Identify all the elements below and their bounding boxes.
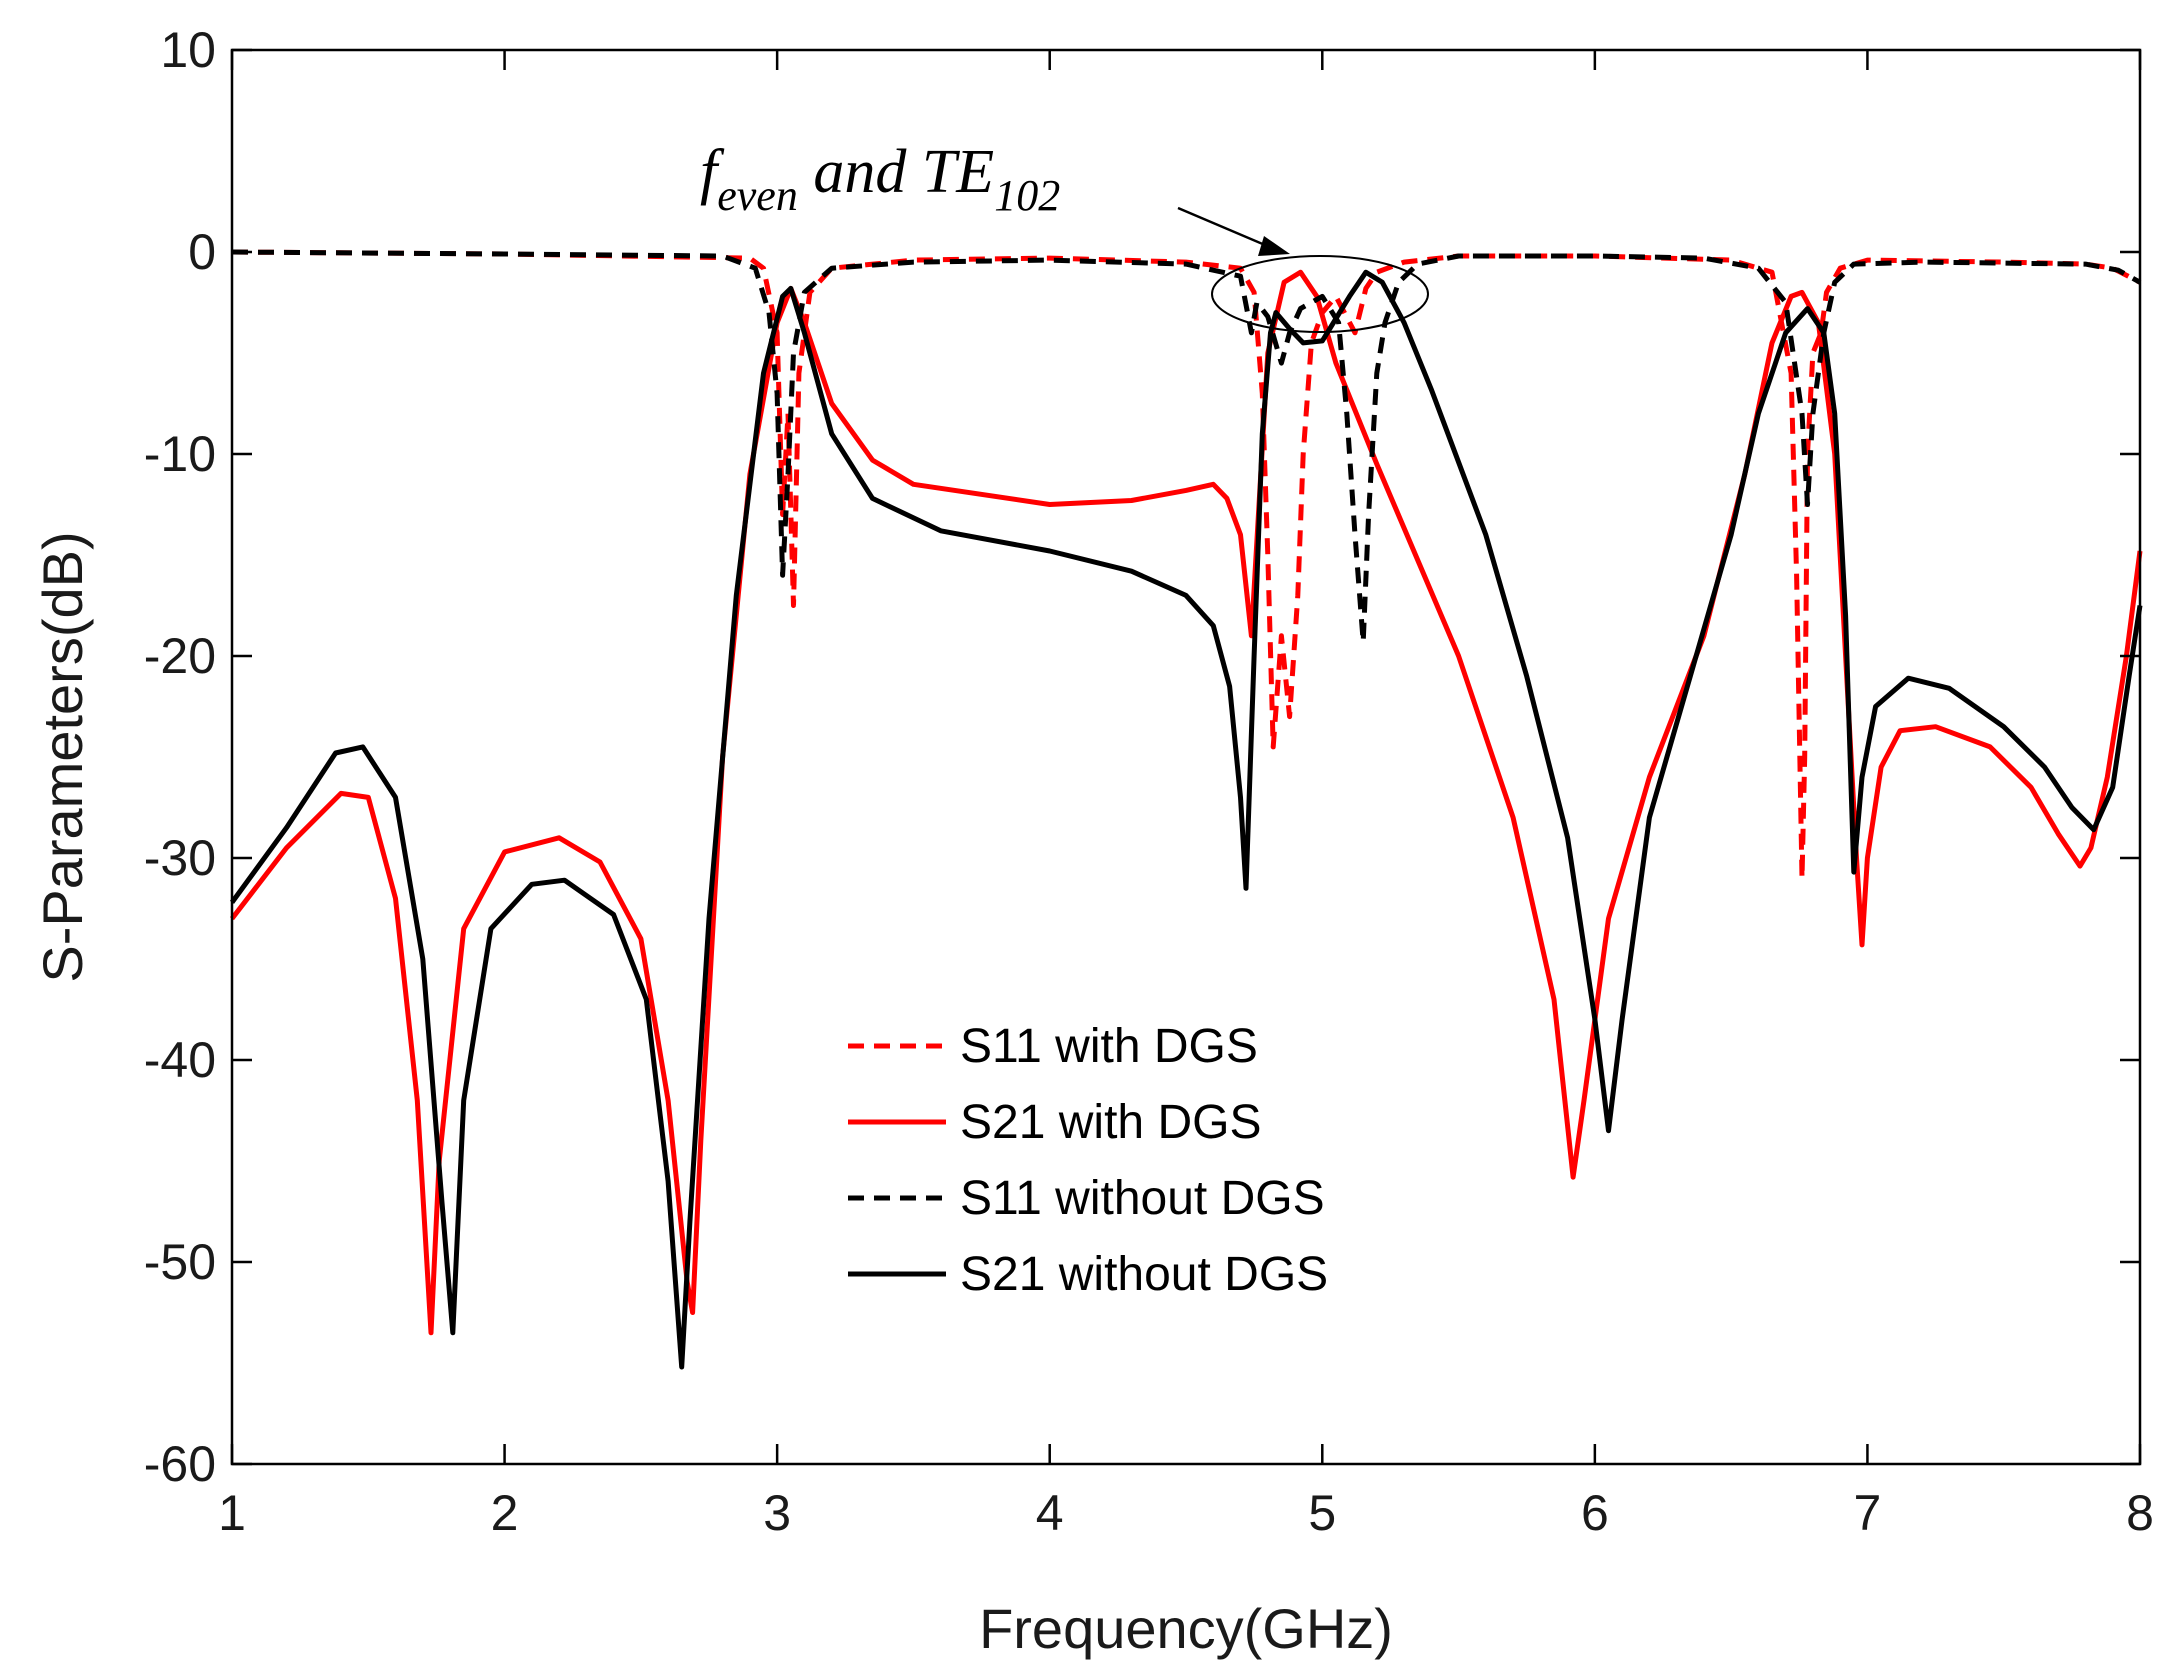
y-tick-label: -30 bbox=[144, 830, 216, 886]
x-tick-label: 2 bbox=[491, 1485, 519, 1541]
y-tick-label: 10 bbox=[160, 22, 216, 78]
y-axis-title: S-Parameters(dB) bbox=[31, 531, 94, 982]
x-tick-labels: 1 2 3 4 5 6 7 8 bbox=[218, 1485, 2154, 1541]
series-line-s11-without-dgs bbox=[231, 249, 2142, 645]
annotation-arrow-line bbox=[1177, 206, 1273, 250]
legend-label-s21-with-dgs: S21 with DGS bbox=[960, 1096, 1261, 1149]
y-tick-label: 0 bbox=[188, 224, 216, 280]
legend-label-s11-without-dgs: S11 without DGS bbox=[960, 1172, 1325, 1225]
annotation-arrowhead bbox=[1258, 236, 1290, 256]
y-tick-labels: 10 0 -10 -20 -30 -40 -50 -60 bbox=[144, 22, 216, 1492]
annotation: feven and TE102 bbox=[700, 138, 1429, 333]
legend: S11 with DGS S21 with DGS S11 without DG… bbox=[848, 1020, 1328, 1301]
x-tick-label: 4 bbox=[1036, 1485, 1064, 1541]
legend-label-s21-without-dgs: S21 without DGS bbox=[960, 1248, 1328, 1301]
series-layer bbox=[229, 249, 2143, 1370]
y-tick-label: -60 bbox=[144, 1436, 216, 1492]
series-line-s21-without-dgs bbox=[229, 269, 2143, 1370]
x-tick-label: 8 bbox=[2126, 1485, 2154, 1541]
y-tick-label: -10 bbox=[144, 426, 216, 482]
x-tick-label: 3 bbox=[763, 1485, 791, 1541]
y-tick-label: -20 bbox=[144, 628, 216, 684]
x-tick-label: 5 bbox=[1308, 1485, 1336, 1541]
annotation-label: feven and TE102 bbox=[700, 138, 1060, 220]
series-line-s11-with-dgs bbox=[231, 249, 2142, 881]
x-axis-title: Frequency(GHz) bbox=[979, 1597, 1393, 1660]
y-tick-label: -50 bbox=[144, 1234, 216, 1290]
x-tick-label: 7 bbox=[1854, 1485, 1882, 1541]
plot-frame bbox=[230, 48, 2142, 1466]
y-tick-label: -40 bbox=[144, 1032, 216, 1088]
x-tick-label: 6 bbox=[1581, 1485, 1609, 1541]
legend-label-s11-with-dgs: S11 with DGS bbox=[960, 1020, 1258, 1073]
plot-background bbox=[232, 50, 2140, 1464]
ticks-layer bbox=[230, 48, 2142, 1466]
annotation-ellipse bbox=[1211, 255, 1429, 333]
x-tick-label: 1 bbox=[218, 1485, 246, 1541]
